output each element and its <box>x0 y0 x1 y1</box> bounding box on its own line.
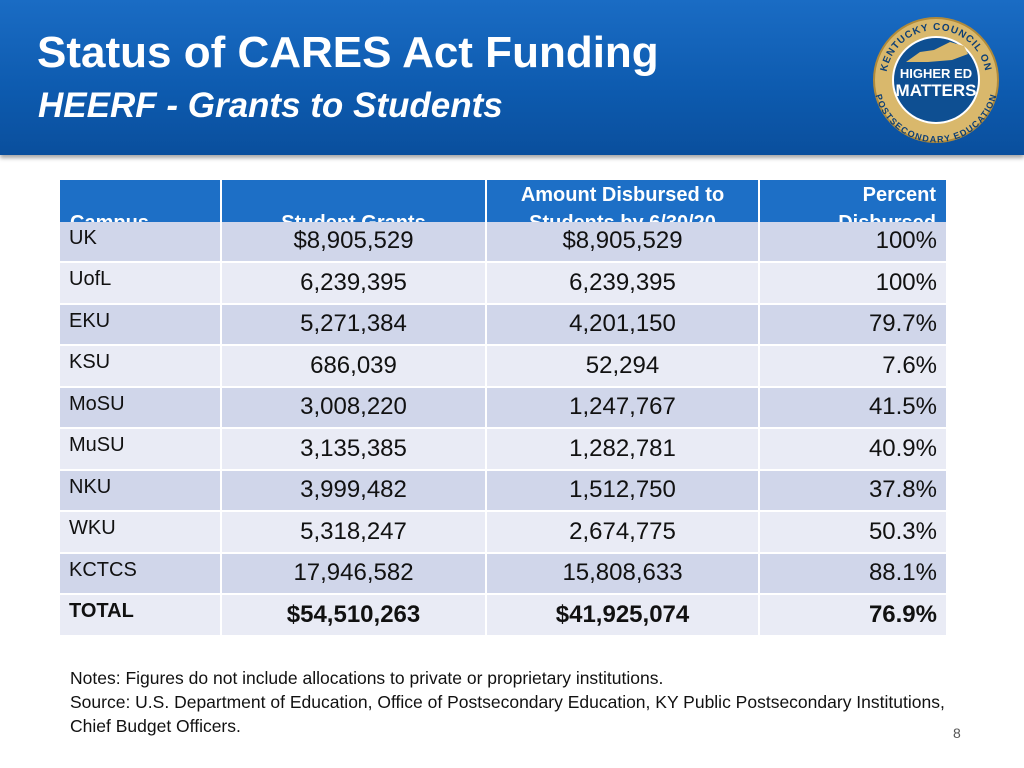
table-cell: 88.1% <box>760 553 946 593</box>
table-cell: 100% <box>760 263 946 303</box>
source: Source: U.S. Department of Education, Of… <box>70 692 945 736</box>
table-cell: 4,201,150 <box>487 304 758 344</box>
table-cell-text: 100% <box>875 268 937 296</box>
total-cell-text: 76.9% <box>868 600 937 628</box>
table-cell-text: KCTCS <box>69 558 137 581</box>
table-cell: 6,239,395 <box>487 263 758 303</box>
table-cell-text: 1,512,750 <box>569 476 676 504</box>
table-cell: 5,271,384 <box>222 304 485 344</box>
table-cell-text: UofL <box>69 268 112 290</box>
total-cell-text: $41,925,074 <box>555 600 690 628</box>
total-cell: 76.9% <box>760 595 946 635</box>
table-cell-text: 5,318,247 <box>300 517 407 545</box>
table-cell-text: $8,905,529 <box>562 227 683 255</box>
table-cell: 686,039 <box>222 346 485 386</box>
table-cell-text: 3,999,482 <box>300 476 407 504</box>
table-cell: NKU <box>60 470 220 510</box>
table-cell: 1,247,767 <box>487 387 758 427</box>
table-cell-text: 88.1% <box>868 559 937 587</box>
table-cell-text: 100% <box>875 227 937 255</box>
table-cell-text: 40.9% <box>868 434 937 462</box>
table-cell-text: KSU <box>69 351 111 373</box>
table-cell-text: 52,294 <box>585 351 660 379</box>
logo: KENTUCKY COUNCIL ON POSTSECONDARY EDUCAT… <box>873 17 999 144</box>
table-cell: 3,008,220 <box>222 387 485 427</box>
table-cell: 50.3% <box>760 512 946 552</box>
table-cell: 40.9% <box>760 429 946 469</box>
table-cell: 100% <box>760 221 946 261</box>
total-cell: $41,925,074 <box>487 595 758 635</box>
table-cell: 52,294 <box>487 346 758 386</box>
table-cell-text: 1,282,781 <box>569 434 676 462</box>
table-cell-text: EKU <box>69 309 111 332</box>
table-cell: 79.7% <box>760 304 946 344</box>
total-cell-text: TOTAL <box>69 600 134 622</box>
table-cell-text: 15,808,633 <box>562 559 683 587</box>
table-cell-text: UK <box>69 226 97 249</box>
table-cell-text: 686,039 <box>310 351 397 379</box>
table-cell-text: 1,247,767 <box>569 393 676 421</box>
table-cell-text: NKU <box>69 475 112 498</box>
table-cell-text: 79.7% <box>868 310 937 338</box>
header-band: Status of CARES Act Funding HEERF - Gran… <box>0 0 1024 155</box>
notes: Notes: Figures do not include allocation… <box>70 668 664 688</box>
table-cell-text: 5,271,384 <box>300 310 407 338</box>
table-cell: 17,946,582 <box>222 553 485 593</box>
table-cell: $8,905,529 <box>222 221 485 261</box>
table-cell-text: 37.8% <box>868 476 937 504</box>
table-cell-text: 6,239,395 <box>569 268 676 296</box>
subtitle: HEERF - Grants to Students <box>38 86 503 125</box>
table-cell: UK <box>60 221 220 261</box>
table-cell: 3,135,385 <box>222 429 485 469</box>
table-cell-text: 17,946,582 <box>293 559 414 587</box>
table-cell: EKU <box>60 304 220 344</box>
total-cell: $54,510,263 <box>222 595 485 635</box>
total-cell-text: $54,510,263 <box>286 600 421 628</box>
logo-line2: MATTERS <box>896 81 977 100</box>
table-cell: 15,808,633 <box>487 553 758 593</box>
title: Status of CARES Act Funding <box>37 28 659 77</box>
table-cell-text: 7.6% <box>882 351 937 379</box>
table-cell-text: 3,008,220 <box>300 393 407 421</box>
kentucky-shape <box>906 42 968 62</box>
table-cell: 2,674,775 <box>487 512 758 552</box>
table-cell-text: MuSU <box>69 434 125 456</box>
total-cell: TOTAL <box>60 595 220 635</box>
table-cell: 7.6% <box>760 346 946 386</box>
table-cell: 1,282,781 <box>487 429 758 469</box>
table-cell-text: 2,674,775 <box>569 517 676 545</box>
table-cell: 41.5% <box>760 387 946 427</box>
table-cell-text: 3,135,385 <box>300 434 407 462</box>
table-cell-text: 50.3% <box>868 517 937 545</box>
table-cell-text: 4,201,150 <box>569 310 676 338</box>
table-cell: KSU <box>60 346 220 386</box>
table-cell: 5,318,247 <box>222 512 485 552</box>
page-number: 8 <box>953 725 961 741</box>
table-cell: KCTCS <box>60 553 220 593</box>
table-cell: 37.8% <box>760 470 946 510</box>
table-cell-text: 6,239,395 <box>300 268 407 296</box>
table-cell: MoSU <box>60 387 220 427</box>
logo-line1: HIGHER ED <box>900 66 972 81</box>
table-cell: $8,905,529 <box>487 221 758 261</box>
table-cell-text: MoSU <box>69 392 125 415</box>
table-cell: 1,512,750 <box>487 470 758 510</box>
table-cell-text: 41.5% <box>868 393 937 421</box>
table: CampusStudent GrantsAmount Disbursed to … <box>60 180 946 635</box>
table-cell: 3,999,482 <box>222 470 485 510</box>
table-cell-text: WKU <box>69 517 116 539</box>
table-cell: UofL <box>60 263 220 303</box>
notes-block: Notes: Figures do not include allocation… <box>70 666 970 738</box>
table-cell: MuSU <box>60 429 220 469</box>
table-cell: 6,239,395 <box>222 263 485 303</box>
table-cell: WKU <box>60 512 220 552</box>
table-cell-text: $8,905,529 <box>293 227 414 255</box>
